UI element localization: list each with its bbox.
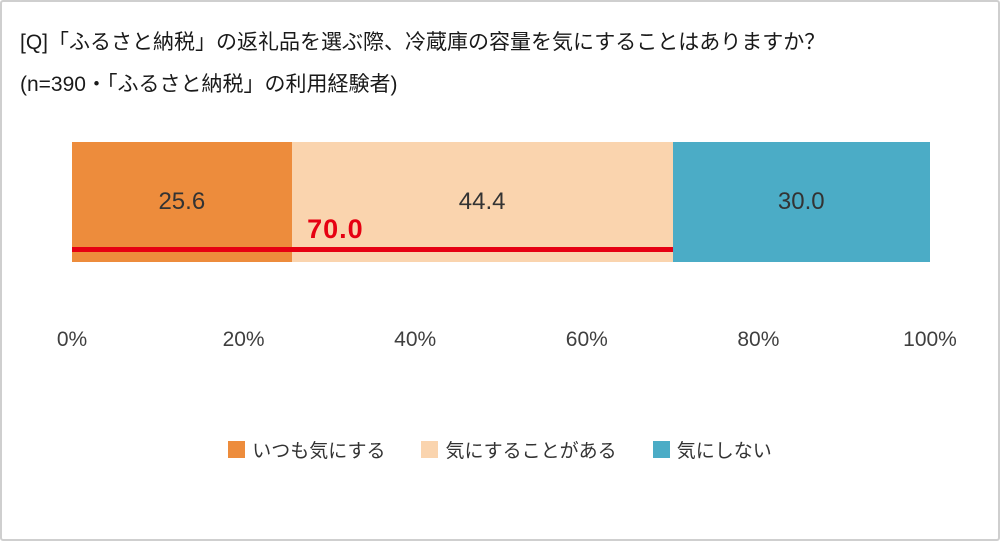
legend: いつも気にする 気にすることがある 気にしない [2,436,998,463]
legend-item: 気にすることがある [421,436,617,463]
chart-title: [Q]「ふるさと納税」の返礼品を選ぶ際、冷蔵庫の容量を気にすることはありますか？ [20,31,826,54]
legend-label: いつも気にする [252,441,386,462]
bar-segment-2: 44.4 [291,142,673,262]
annotation-line [72,247,673,252]
chart-header: [Q]「ふるさと納税」の返礼品を選ぶ際、冷蔵庫の容量を気にすることはありますか？… [2,2,998,106]
legend-label: 気にすることがある [445,441,617,462]
x-tick: 0% [56,328,88,351]
x-axis: 0% 20% 40% 60% 80% 100% [57,328,957,354]
legend-item: いつも気にする [228,436,385,463]
x-tick: 80% [737,328,780,351]
legend-swatch [652,441,670,458]
annotation-label: 70.0 [307,214,364,244]
x-tick: 100% [903,328,957,351]
segment-value-label: 44.4 [458,188,506,215]
x-tick: 20% [222,328,265,351]
plot-area: 25.6 44.4 30.0 70.0 0% 20% 40% 60% 80% 100% [57,142,957,354]
segment-value-label: 30.0 [777,188,825,215]
legend-label: 気にしない [676,441,772,462]
bar-segments: 25.6 44.4 30.0 [72,142,930,262]
bar-segment-1: 25.6 [72,142,292,262]
segment-value-label: 25.6 [158,188,206,215]
chart-subtitle: (n=390・「ふるさと納税」の利用経験者) [20,73,398,96]
x-tick: 40% [394,328,437,351]
legend-swatch [421,441,439,458]
bar-segment-3: 30.0 [672,142,930,262]
legend-swatch [228,441,246,458]
stacked-bar: 25.6 44.4 30.0 70.0 [72,142,930,262]
legend-item: 気にしない [652,436,772,463]
x-tick: 60% [565,328,608,351]
